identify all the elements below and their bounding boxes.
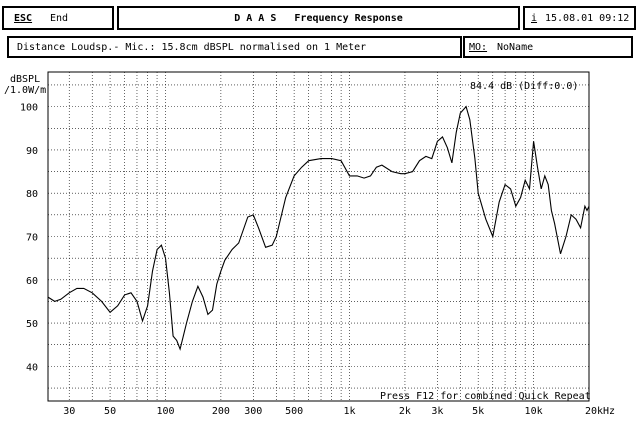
window-title-bar: D A A S Frequency Response [117,6,520,30]
x-tick-label: 2k [399,406,411,417]
y-tick-label: 60 [26,276,38,287]
mo-label: MO: [469,42,488,53]
y-tick-label: 90 [26,146,38,157]
x-tick-label: 20kHz [585,406,615,417]
footer-hint: Press F12 for combined Quick Repeat [380,391,591,402]
level-readout: 84.4 dB (Diff:0.0) [470,81,578,92]
response-curve-line [47,105,590,351]
chart-grid [48,72,589,401]
y-tick-label: 40 [26,362,38,373]
x-tick-labels: 30 50 100 200 300 500 1k 2k 3k 5k 10k 20kHz [63,406,615,417]
y-tick-label: 50 [26,319,38,330]
x-tick-label: 3k [431,406,443,417]
esc-key-label: ESC [14,13,33,24]
y-tick-labels: 40 50 60 70 80 90 100 [20,103,38,374]
x-tick-label: 1k [344,406,356,417]
info-key: i [531,13,538,24]
mo-name-box[interactable]: MO: NoName [463,36,633,58]
x-tick-label: 300 [244,406,262,417]
y-axis-label-line1: dBSPL [10,74,40,85]
x-tick-label: 200 [212,406,230,417]
end-label: End [50,13,69,24]
y-tick-label: 100 [20,103,38,114]
mo-value: NoName [497,42,534,53]
measurement-description: Distance Loudsp.- Mic.: 15.8cm dBSPL nor… [17,42,367,53]
y-tick-label: 80 [26,189,38,200]
y-axis-label-line2: /1.0W/m [4,85,46,96]
datetime-text: 15.08.01 09:12 [545,13,630,24]
x-tick-label: 10k [525,406,543,417]
measurement-info-bar: Distance Loudsp.- Mic.: 15.8cm dBSPL nor… [7,36,462,58]
y-tick-label: 70 [26,233,38,244]
datetime-box[interactable]: i 15.08.01 09:12 [523,6,636,30]
end-button[interactable]: ESC End [2,6,114,30]
window-title: D A A S Frequency Response [234,13,403,24]
x-tick-label: 5k [472,406,484,417]
x-tick-label: 100 [156,406,174,417]
x-tick-label: 50 [104,406,116,417]
x-tick-label: 500 [285,406,303,417]
x-tick-label: 30 [63,406,75,417]
